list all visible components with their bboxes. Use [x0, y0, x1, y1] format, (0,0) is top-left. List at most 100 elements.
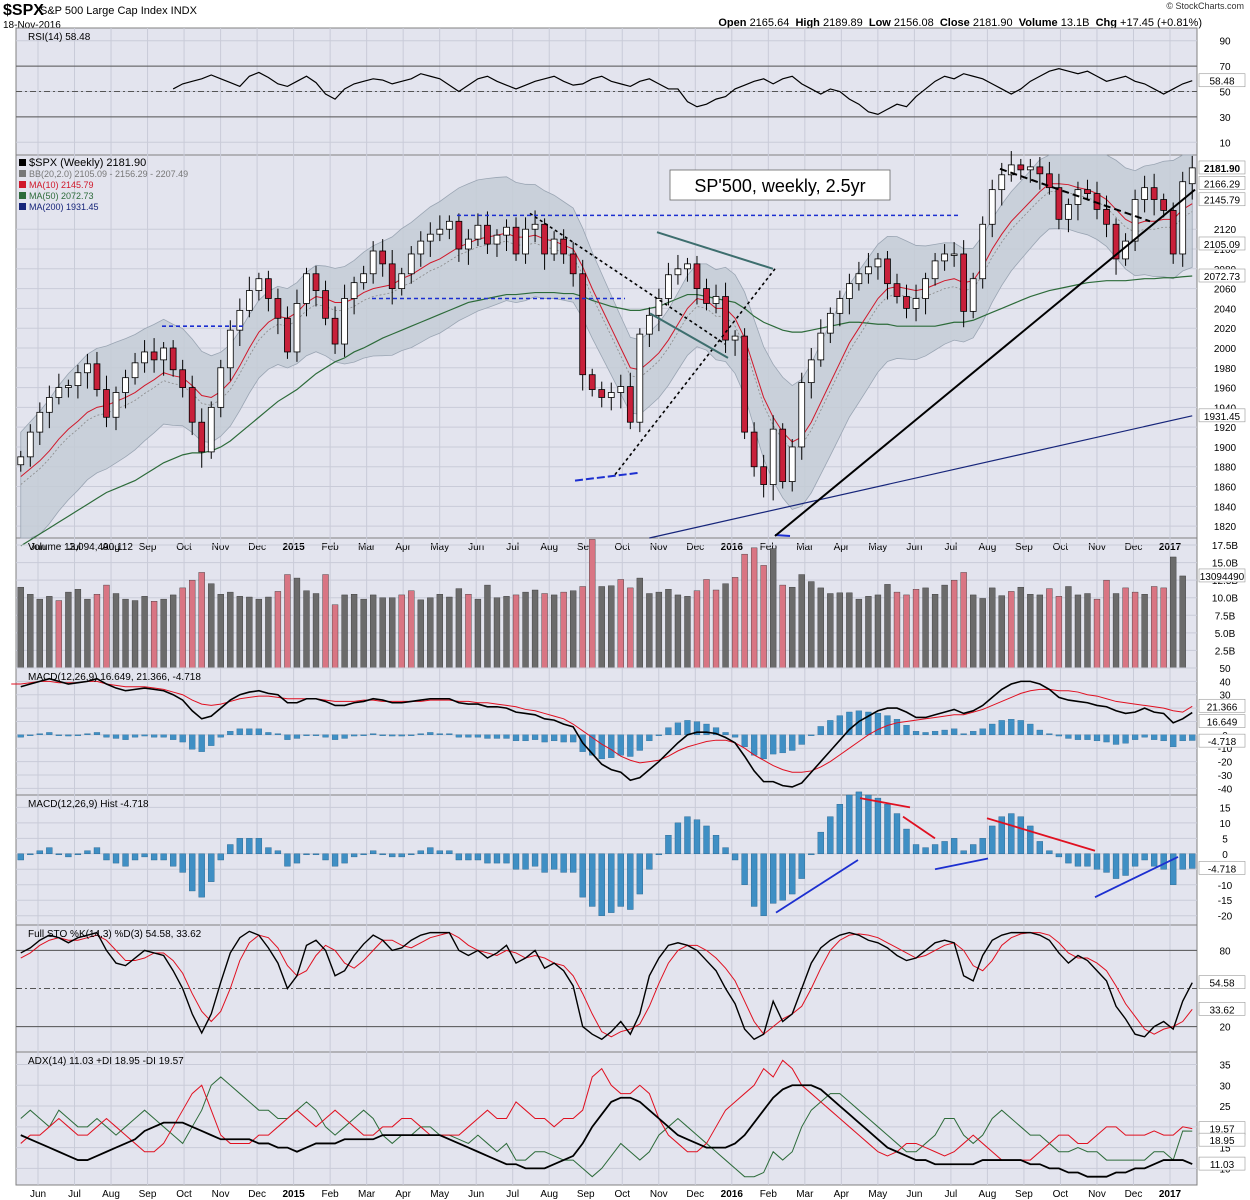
- candle-body: [150, 351, 158, 361]
- candle-body: [417, 240, 425, 255]
- candle-body: [826, 312, 834, 334]
- candle-body: [712, 296, 720, 304]
- histogram-bar: [598, 853, 605, 916]
- adx-legend: ADX(14) 11.03 +DI 18.95 -DI 19.57: [28, 1056, 184, 1067]
- rsi-y-tick: 50: [1219, 88, 1231, 99]
- volume-bar: [36, 598, 43, 669]
- candle-body: [303, 273, 310, 304]
- price-y-tick: 2020: [1214, 324, 1237, 335]
- macd-mini-hist-bar: [27, 734, 34, 736]
- volume-bar: [208, 583, 215, 669]
- minus-di-line: [20, 1059, 1193, 1161]
- macd-mini-hist-bar: [1131, 734, 1139, 740]
- volume-bar: [922, 587, 929, 669]
- divergence-line: [934, 857, 989, 871]
- histogram-bar: [1055, 853, 1063, 858]
- legend-swatch: [19, 203, 26, 210]
- histogram-bar: [179, 853, 186, 873]
- volume-bar: [350, 594, 358, 669]
- price-ma200-box: [1198, 408, 1246, 423]
- price-last-close-box: [1198, 160, 1246, 175]
- copyright: © StockCharts.com: [1166, 1, 1244, 11]
- candle-body: [322, 290, 329, 319]
- macd-signal-line: [11, 680, 1193, 773]
- macd-mini-hist-bar: [1141, 734, 1148, 738]
- histogram-bar: [36, 850, 43, 855]
- price-last-close: 2181.90: [1204, 164, 1241, 175]
- histogram-bar: [122, 853, 129, 867]
- candle-body: [884, 258, 891, 285]
- symbol-subtitle: S&P 500 Large Cap Index INDX: [40, 5, 197, 17]
- channel-lower: [649, 312, 729, 359]
- x-axis-label: Sep: [1015, 542, 1033, 553]
- volume-bar: [46, 596, 53, 669]
- x-axis-label: Sep: [139, 542, 157, 553]
- histogram-bar: [169, 853, 177, 867]
- price-y-tick: 1820: [1214, 522, 1237, 533]
- macd-mini-hist-bar: [1151, 734, 1158, 740]
- histogram-bar: [1150, 853, 1158, 867]
- candle-body: [979, 223, 987, 280]
- histogram-bar: [779, 853, 786, 901]
- histogram-bar: [1141, 853, 1148, 861]
- histogram-bar: [55, 853, 63, 856]
- x-axis-label: Mar: [358, 1189, 376, 1200]
- price-ma10: 2145.79: [1204, 196, 1241, 207]
- candle-body: [579, 273, 587, 376]
- macd-mini-hist-bar: [636, 734, 643, 751]
- x-axis-label: Apr: [395, 542, 411, 553]
- candle-body: [865, 266, 872, 275]
- macd-mini-hist-bar: [608, 734, 615, 758]
- volume-bar: [731, 577, 739, 669]
- volume-bar: [1084, 593, 1091, 669]
- candle-body: [636, 333, 644, 423]
- hist-y-tick: 0: [1222, 850, 1228, 861]
- volume-bar: [970, 594, 977, 669]
- macd-mini-hist-bar: [370, 733, 377, 735]
- ma10-line: [20, 183, 1193, 478]
- histogram-bar: [836, 804, 843, 855]
- candle-body: [703, 288, 710, 304]
- volume-bar: [579, 586, 586, 669]
- candle-body: [503, 226, 510, 236]
- histogram-bar: [646, 853, 653, 870]
- volume-bar: [331, 604, 339, 669]
- plus-di-line: [20, 1076, 1193, 1178]
- volume-bar: [1150, 586, 1158, 669]
- candle-body: [1007, 164, 1015, 176]
- adx-line: [20, 1084, 1193, 1178]
- x-axis-label: Feb: [322, 542, 340, 553]
- price-ma200: 1931.45: [1204, 412, 1241, 423]
- macd-mini-hist-bar: [1046, 733, 1053, 735]
- macd-mini-hist-bar: [131, 734, 139, 738]
- price-y-tick: 1900: [1214, 443, 1237, 454]
- candle-body: [607, 392, 615, 398]
- histogram-bar: [979, 838, 986, 855]
- candle-body: [893, 283, 901, 297]
- volume-bar: [846, 592, 853, 669]
- x-axis-label: Jun: [30, 542, 46, 553]
- x-axis-label: Aug: [540, 1189, 558, 1200]
- histogram-bar: [389, 853, 396, 858]
- candle-body: [426, 233, 434, 242]
- candle-body: [1150, 187, 1158, 200]
- volume-bar: [836, 592, 843, 669]
- macd-mini-hist-bar: [1027, 723, 1034, 735]
- histogram-bar: [712, 835, 720, 855]
- histogram-bar: [522, 853, 529, 870]
- x-axis-label: Nov: [1088, 1189, 1106, 1200]
- volume-bar: [408, 590, 415, 669]
- price-bb-lower: 2105.09: [1204, 240, 1241, 251]
- volume-value: 13.1B: [1060, 17, 1090, 29]
- volume-bar: [646, 593, 653, 669]
- volume-bar: [684, 596, 691, 669]
- stoch-d-value-box: [1198, 1002, 1246, 1016]
- uptrend-line: [774, 188, 1196, 537]
- histogram-bar: [484, 853, 491, 864]
- volume-y-tick: 5.0B: [1215, 629, 1236, 640]
- price-y-tick: 1980: [1214, 364, 1237, 375]
- macd-hist-value: -4.718: [1208, 737, 1237, 748]
- macd-mini-hist-bar: [912, 731, 920, 735]
- high-label: High: [795, 17, 820, 29]
- volume-bar: [360, 598, 367, 669]
